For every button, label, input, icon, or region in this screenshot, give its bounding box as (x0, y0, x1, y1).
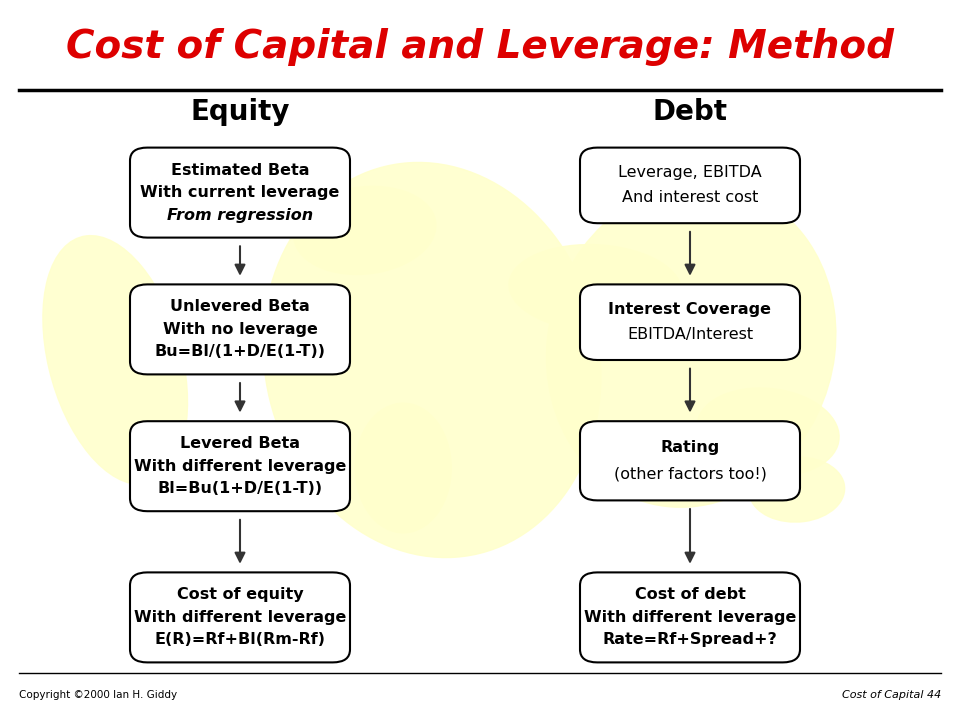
Text: Bl=Bu(1+D/E(1-T)): Bl=Bu(1+D/E(1-T)) (157, 481, 323, 496)
FancyBboxPatch shape (130, 148, 350, 238)
Ellipse shape (263, 163, 601, 557)
FancyBboxPatch shape (130, 572, 350, 662)
Text: Estimated Beta: Estimated Beta (171, 163, 309, 178)
FancyBboxPatch shape (130, 421, 350, 511)
Text: Leverage, EBITDA: Leverage, EBITDA (618, 166, 762, 180)
Text: Rating: Rating (660, 440, 720, 455)
FancyBboxPatch shape (130, 284, 350, 374)
Text: Rate=Rf+Spread+?: Rate=Rf+Spread+? (603, 632, 778, 647)
Text: EBITDA/Interest: EBITDA/Interest (627, 328, 753, 342)
Text: With current leverage: With current leverage (140, 185, 340, 200)
Text: Levered Beta: Levered Beta (180, 436, 300, 451)
Text: And interest cost: And interest cost (622, 191, 758, 205)
Text: With different leverage: With different leverage (584, 610, 796, 625)
Text: Debt: Debt (653, 98, 728, 125)
Text: With different leverage: With different leverage (133, 610, 347, 625)
FancyBboxPatch shape (580, 572, 800, 662)
Ellipse shape (43, 235, 187, 485)
Ellipse shape (697, 388, 839, 476)
Text: (other factors too!): (other factors too!) (613, 467, 766, 482)
Ellipse shape (546, 184, 836, 508)
Ellipse shape (355, 403, 451, 533)
Text: Cost of debt: Cost of debt (635, 588, 745, 603)
Text: Unlevered Beta: Unlevered Beta (170, 300, 310, 315)
Text: Copyright ©2000 Ian H. Giddy: Copyright ©2000 Ian H. Giddy (19, 690, 178, 700)
Text: Bu=Bl/(1+D/E(1-T)): Bu=Bl/(1+D/E(1-T)) (155, 344, 325, 359)
FancyBboxPatch shape (580, 284, 800, 360)
Text: Cost of equity: Cost of equity (177, 588, 303, 603)
Ellipse shape (294, 186, 436, 274)
Text: Equity: Equity (190, 98, 290, 125)
Text: With different leverage: With different leverage (133, 459, 347, 474)
Ellipse shape (509, 245, 682, 331)
Text: Cost of Capital and Leverage: Method: Cost of Capital and Leverage: Method (66, 28, 894, 66)
FancyBboxPatch shape (580, 148, 800, 223)
Text: From regression: From regression (167, 207, 313, 222)
Text: Interest Coverage: Interest Coverage (609, 302, 772, 317)
Text: With no leverage: With no leverage (162, 322, 318, 337)
Text: Cost of Capital 44: Cost of Capital 44 (842, 690, 941, 700)
Text: E(R)=Rf+Bl(Rm-Rf): E(R)=Rf+Bl(Rm-Rf) (155, 632, 325, 647)
Ellipse shape (749, 457, 845, 522)
FancyBboxPatch shape (580, 421, 800, 500)
